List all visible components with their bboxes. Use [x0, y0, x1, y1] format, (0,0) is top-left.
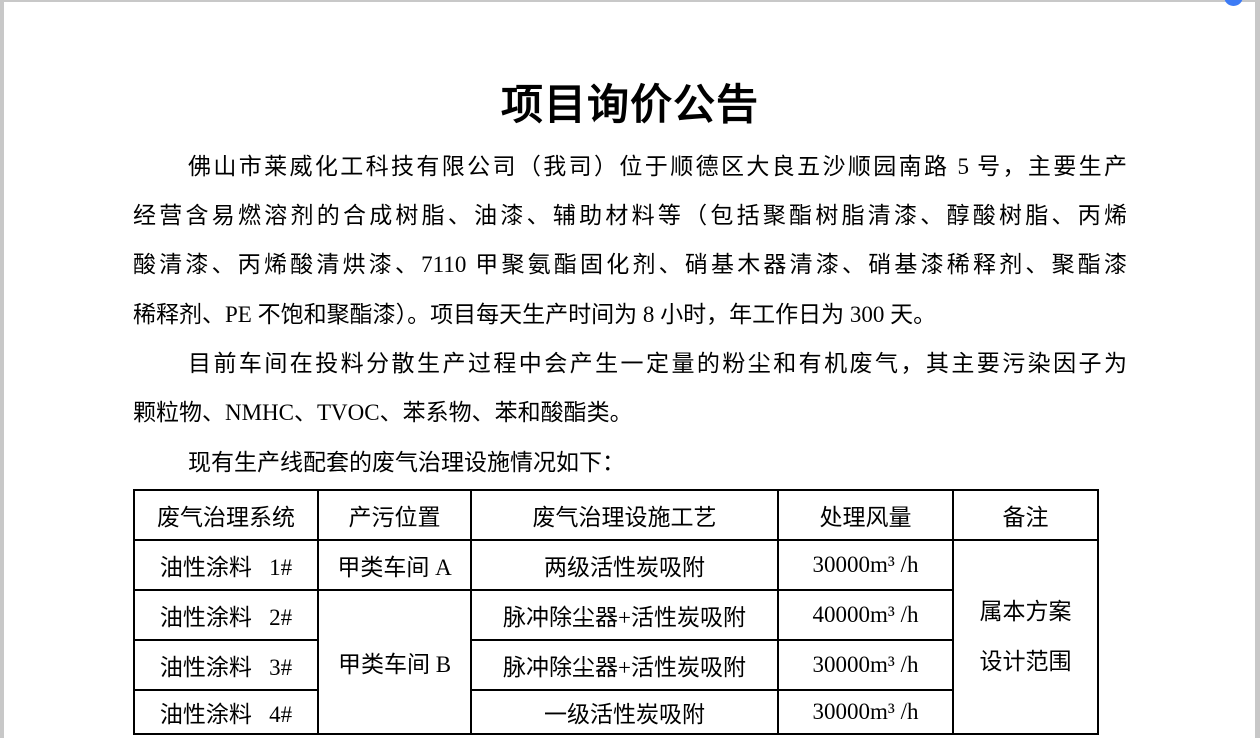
floating-action-button[interactable] [1224, 0, 1243, 6]
cell-location-merged: 甲类车间 B [317, 588, 472, 735]
page-title: 项目询价公告 [500, 83, 759, 129]
header-note: 备注 [952, 488, 1099, 541]
table-row: 油性涂料 3# 脉冲除尘器+活性炭吸附 30000m³ /h [133, 638, 1098, 691]
waste-gas-treatment-table: 废气治理系统 产污位置 废气治理设施工艺 处理风量 备注 油性涂料 1# 甲类车… [133, 488, 1099, 735]
cell-airflow: 30000m³ /h [777, 538, 954, 591]
page-content: 项目询价公告 佛山市莱威化工科技有限公司（我司）位于顺德区大良五沙顺园南路 5 … [133, 2, 1127, 735]
table-row: 油性涂料 2# 甲类车间 B 脉冲除尘器+活性炭吸附 40000m³ /h [133, 588, 1098, 735]
cell-location: 甲类车间 A [317, 538, 472, 591]
header-process: 废气治理设施工艺 [470, 488, 779, 541]
document-page: 项目询价公告 佛山市莱威化工科技有限公司（我司）位于顺德区大良五沙顺园南路 5 … [4, 2, 1255, 738]
body-text: 佛山市莱威化工科技有限公司（我司）位于顺德区大良五沙顺园南路 5 号，主要生产 … [133, 142, 1127, 487]
cell-airflow: 30000m³ /h [777, 638, 954, 691]
cell-process: 脉冲除尘器+活性炭吸附 [470, 588, 779, 641]
table-row: 油性涂料 1# 甲类车间 A 两级活性炭吸附 30000m³ /h 属本方案 设… [133, 538, 1099, 735]
header-airflow: 处理风量 [777, 488, 954, 541]
paragraph-line: 稀释剂、PE 不饱和聚酯漆）。项目每天生产时间为 8 小时，年工作日为 300 … [133, 301, 937, 327]
cell-process: 一级活性炭吸附 [470, 688, 779, 735]
cell-note-merged: 属本方案 设计范围 [952, 538, 1099, 735]
table-row: 油性涂料 4# 一级活性炭吸附 30000m³ /h [133, 688, 1098, 735]
paragraph-line: 现有生产线配套的废气治理设施情况如下： [188, 449, 625, 475]
note-line: 属本方案 [979, 598, 1072, 624]
note-line: 设计范围 [979, 648, 1072, 674]
cell-system: 油性涂料 4# [133, 688, 319, 735]
cell-process: 脉冲除尘器+活性炭吸附 [470, 638, 779, 691]
paragraph-line: 酸清漆、丙烯酸清烘漆、7110 甲聚氨酯固化剂、硝基木器清漆、硝基漆稀释剂、聚酯… [133, 252, 1127, 278]
cell-process: 两级活性炭吸附 [470, 538, 779, 591]
table-header-row: 废气治理系统 产污位置 废气治理设施工艺 处理风量 备注 [133, 488, 1099, 541]
cell-system: 油性涂料 3# [133, 638, 319, 691]
paragraph-line: 颗粒物、NMHC、TVOC、苯系物、苯和酸酯类。 [133, 400, 633, 426]
cell-system: 油性涂料 2# [133, 588, 319, 641]
cell-airflow: 30000m³ /h [777, 688, 954, 735]
paragraph-line: 目前车间在投料分散生产过程中会产生一定量的粉尘和有机废气，其主要污染因子为 [188, 350, 1127, 376]
cell-system: 油性涂料 1# [133, 538, 319, 591]
paragraph-line: 佛山市莱威化工科技有限公司（我司）位于顺德区大良五沙顺园南路 5 号，主要生产 [188, 153, 1127, 179]
cell-airflow: 40000m³ /h [777, 588, 954, 641]
header-system: 废气治理系统 [133, 488, 319, 541]
paragraph-line: 经营含易燃溶剂的合成树脂、油漆、辅助材料等（包括聚酯树脂清漆、醇酸树脂、丙烯 [133, 203, 1127, 229]
header-location: 产污位置 [317, 488, 472, 541]
